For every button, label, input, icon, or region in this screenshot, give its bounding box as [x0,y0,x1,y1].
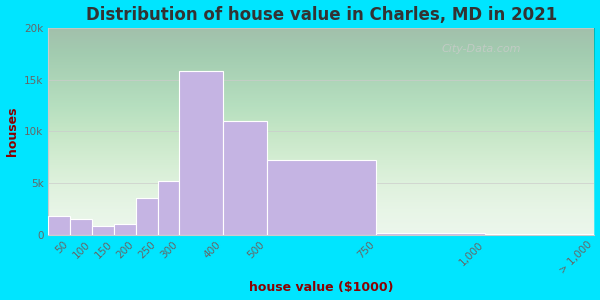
Bar [485,234,595,235]
Y-axis label: houses: houses [5,106,19,156]
X-axis label: house value ($1000): house value ($1000) [249,281,394,294]
Bar [267,160,376,235]
Bar [70,219,92,235]
Title: Distribution of house value in Charles, MD in 2021: Distribution of house value in Charles, … [86,6,557,24]
Bar [114,224,136,235]
Bar [92,226,114,235]
Bar [136,198,158,235]
Bar [158,181,179,235]
Bar [223,121,267,235]
Bar [49,216,70,235]
Bar [376,232,485,235]
Bar [179,71,223,235]
Text: City-Data.com: City-Data.com [442,44,521,54]
